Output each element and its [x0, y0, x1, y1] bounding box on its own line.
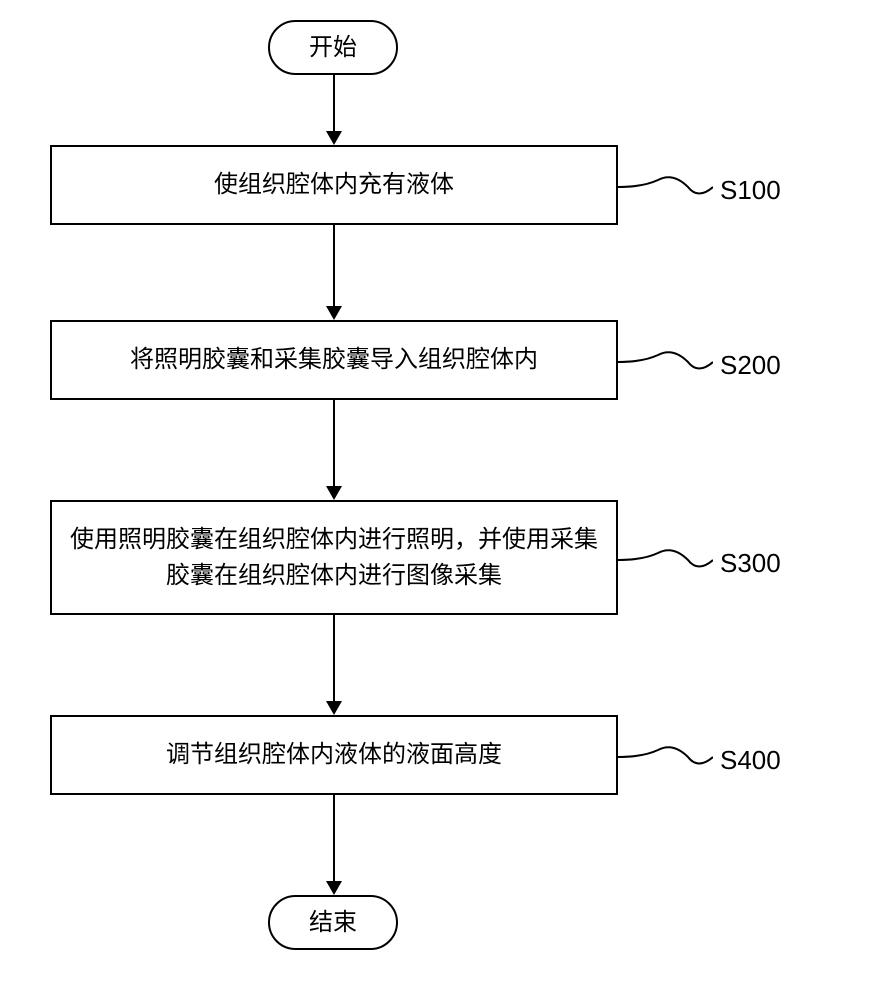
- arrow-s300-s400: [333, 615, 335, 713]
- s200-connector: [618, 347, 713, 377]
- s300-connector: [618, 545, 713, 575]
- arrow-s400-end: [333, 795, 335, 893]
- start-node: 开始: [268, 20, 398, 75]
- s200-label: S200: [720, 350, 781, 381]
- start-text: 开始: [294, 25, 372, 71]
- s300-node: 使用照明胶囊在组织腔体内进行照明，并使用采集胶囊在组织腔体内进行图像采集: [50, 500, 618, 615]
- s100-label: S100: [720, 175, 781, 206]
- s400-node: 调节组织腔体内液体的液面高度: [50, 715, 618, 795]
- s300-label: S300: [720, 548, 781, 579]
- s100-connector: [618, 172, 713, 202]
- s400-connector: [618, 742, 713, 772]
- end-node: 结束: [268, 895, 398, 950]
- flowchart-container: 开始 使组织腔体内充有液体 S100 将照明胶囊和采集胶囊导入组织腔体内 S20…: [0, 0, 879, 1000]
- s100-node: 使组织腔体内充有液体: [50, 145, 618, 225]
- s400-label: S400: [720, 745, 781, 776]
- s400-text: 调节组织腔体内液体的液面高度: [151, 732, 517, 778]
- s200-text: 将照明胶囊和采集胶囊导入组织腔体内: [115, 337, 553, 383]
- s300-text: 使用照明胶囊在组织腔体内进行照明，并使用采集胶囊在组织腔体内进行图像采集: [52, 517, 616, 599]
- arrow-s200-s300: [333, 400, 335, 498]
- end-text: 结束: [294, 900, 372, 946]
- arrow-start-s100: [333, 75, 335, 143]
- arrow-s100-s200: [333, 225, 335, 318]
- s200-node: 将照明胶囊和采集胶囊导入组织腔体内: [50, 320, 618, 400]
- s100-text: 使组织腔体内充有液体: [199, 162, 469, 208]
